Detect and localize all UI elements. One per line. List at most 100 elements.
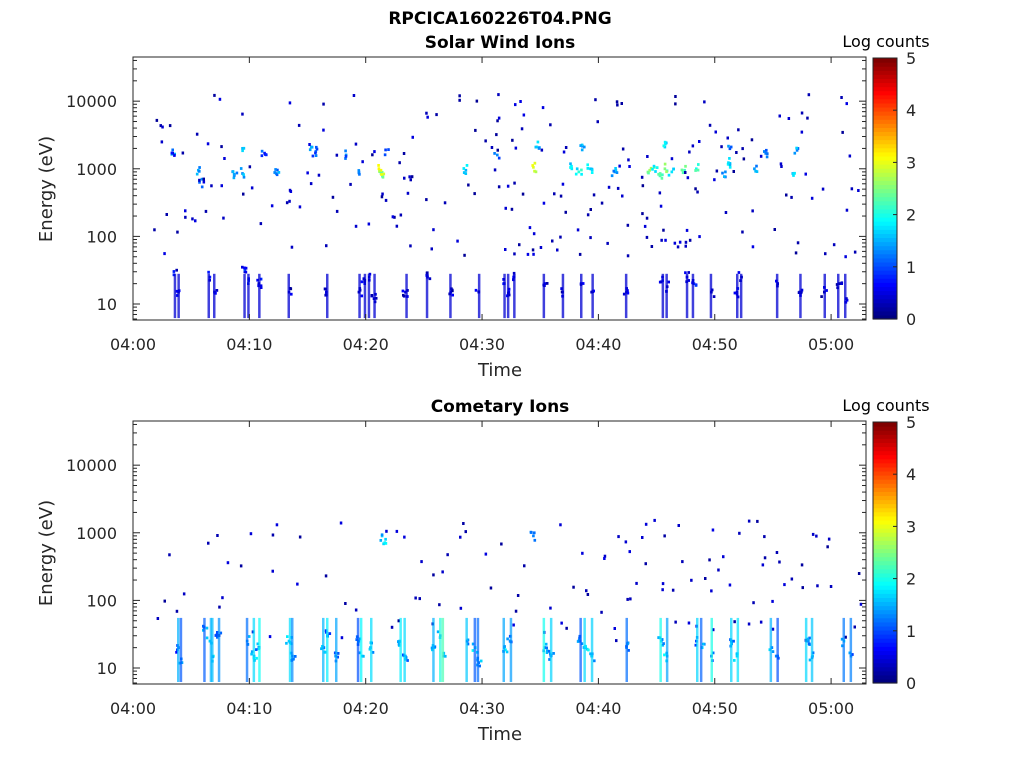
cometary-heatmap-cell [663,653,666,657]
solar-wind-heatmap-speck [297,123,301,127]
cometary-heatmap-cell [587,648,590,652]
cometary-heatmap-cell [379,539,383,542]
solar-wind-heatmap-cell [614,167,617,170]
solar-wind-heatmap-speck [724,211,728,214]
solar-wind-heatmap-speck [493,168,497,172]
solar-wind-heatmap-speck [458,94,461,98]
solar-wind-colorbar-step [873,123,897,128]
solar-wind-heatmap-speck [306,171,309,175]
cometary-plot-frame [132,420,867,685]
solar-wind-heatmap-speck [425,198,428,202]
solar-wind-heatmap-cell [754,169,757,173]
cometary-colorbar-step [873,621,897,627]
cometary-heatmap-speck [615,639,618,643]
solar-wind-colorbar-label: Log counts [842,32,929,51]
solar-wind-colorbar-step [873,314,897,320]
solar-wind-colorbar-step [873,86,897,92]
solar-wind-heatmap-speck [691,144,695,148]
cometary-colorbar-step [873,430,897,435]
solar-wind-heatmap-cell [533,169,536,173]
solar-wind-heatmap-speck [645,216,649,220]
solar-wind-heatmap-streak [823,273,826,319]
solar-wind-heatmap-streak [736,273,739,319]
cometary-heatmap-streak [432,617,435,682]
cometary-heatmap-cell [371,651,375,654]
cometary-heatmap-streak [549,617,553,682]
solar-wind-heatmap-speck [153,228,156,232]
solar-wind-heatmap-cell [428,277,432,281]
solar-wind-heatmap-streak [837,273,840,319]
cometary-heatmap-speck [339,521,343,525]
solar-wind-heatmap-speck [853,250,857,254]
solar-wind-heatmap-cell [796,147,800,150]
solar-wind-y-tick-label: 1000 [76,160,117,179]
solar-wind-heatmap-speck [160,140,164,144]
solar-wind-heatmap-cell [538,146,541,149]
solar-wind-heatmap-cell [289,287,293,291]
solar-wind-heatmap-cell [583,145,586,149]
solar-wind-colorbar-step [873,265,897,271]
solar-wind-heatmap-speck [703,100,706,104]
cometary-heatmap-cell [406,659,409,662]
cometary-heatmap-speck [708,558,711,562]
cometary-colorbar-step [873,646,897,651]
solar-wind-heatmap-speck [184,215,187,219]
solar-wind-heatmap-cell [290,292,293,296]
solar-wind-heatmap-cell [232,173,236,176]
solar-wind-heatmap-speck [618,164,621,168]
solar-wind-heatmap-speck [204,209,208,213]
cometary-heatmap-speck [249,532,253,536]
solar-wind-heatmap-speck [259,222,263,226]
solar-wind-heatmap-speck [309,182,313,186]
solar-wind-heatmap-speck [241,112,244,116]
solar-wind-heatmap-speck [615,100,619,104]
cometary-colorbar-step [873,674,897,680]
solar-wind-colorbar-step [873,147,897,153]
cometary-heatmap-cell [807,639,810,643]
solar-wind-heatmap-cell [383,153,387,157]
solar-wind-heatmap-cell [651,167,654,171]
solar-wind-heatmap-cell [536,140,540,144]
cometary-heatmap-speck [816,584,819,588]
solar-wind-heatmap-speck [425,111,428,115]
solar-wind-colorbar-step [873,106,897,112]
solar-wind-heatmap-cell [712,295,716,298]
solar-wind-colorbar-step [873,233,897,239]
cometary-heatmap-streak [542,617,546,682]
solar-wind-heatmap-speck [504,248,507,251]
solar-wind-y-tick-label: 10000 [66,92,117,111]
solar-wind-heatmap-speck [532,232,536,236]
cometary-colorbar-step [873,556,897,562]
cometary-heatmap-cell [851,653,854,656]
cometary-heatmap-speck [600,610,603,614]
cometary-heatmap-speck [761,563,765,567]
cometary-heatmap-streak [476,617,480,682]
solar-wind-heatmap-speck [646,155,649,158]
solar-wind-colorbar-step [873,217,897,222]
solar-wind-heatmap-speck [213,93,216,97]
cometary-colorbar-step [873,670,897,676]
solar-wind-heatmap-cell [377,167,381,171]
cometary-heatmap-cell [478,664,481,668]
solar-wind-heatmap-speck [526,252,530,256]
cometary-colorbar-step [873,479,897,484]
solar-wind-heatmap-cell [462,167,466,170]
cometary-heatmap-cell [336,655,339,659]
solar-wind-heatmap-cell [797,291,801,294]
solar-wind-heatmap-speck [800,111,804,115]
solar-wind-heatmap-speck [223,157,226,160]
solar-wind-heatmap-cell [497,156,501,160]
solar-wind-heatmap-speck [589,208,592,211]
solar-wind-heatmap-speck [354,224,358,228]
solar-wind-heatmap-speck [195,132,199,136]
cometary-heatmap-cell [328,632,332,635]
solar-wind-heatmap-streak [739,273,743,319]
solar-wind-heatmap-streak [685,273,689,319]
cometary-heatmap-cell [577,638,581,642]
cometary-heatmap-cell [294,655,297,658]
solar-wind-heatmap-speck [380,195,384,199]
cometary-heatmap-speck [432,573,435,577]
solar-wind-heatmap-speck [475,99,479,103]
cometary-heatmap-cell [589,652,592,656]
solar-wind-heatmap-cell [380,173,383,176]
